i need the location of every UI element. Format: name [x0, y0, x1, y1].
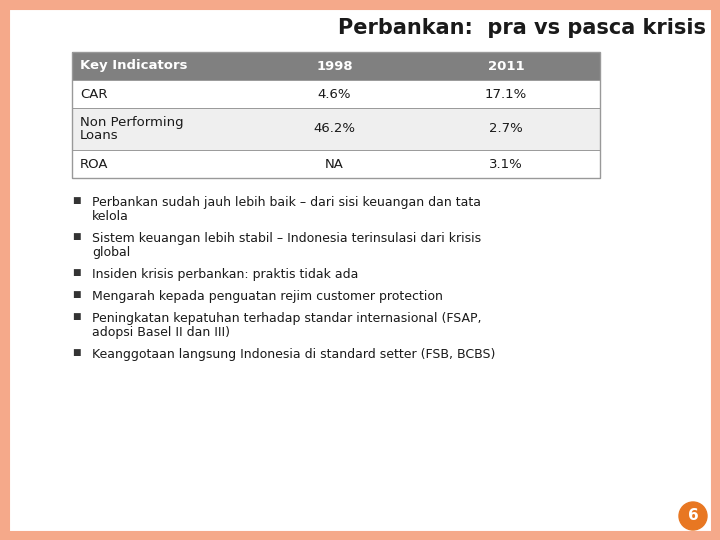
- Text: ■: ■: [72, 196, 81, 205]
- Text: 6: 6: [688, 509, 698, 523]
- Bar: [72, 150, 600, 178]
- Text: 4.6%: 4.6%: [318, 87, 351, 100]
- Text: Loans: Loans: [80, 129, 119, 142]
- Bar: [72, 108, 600, 150]
- Text: Key Indicators: Key Indicators: [80, 59, 187, 72]
- Text: global: global: [92, 246, 130, 259]
- Circle shape: [679, 502, 707, 530]
- Text: adopsi Basel II dan III): adopsi Basel II dan III): [92, 326, 230, 339]
- Text: 2011: 2011: [487, 59, 524, 72]
- Text: Mengarah kepada penguatan rejim customer protection: Mengarah kepada penguatan rejim customer…: [92, 290, 443, 303]
- Text: Perbankan sudah jauh lebih baik – dari sisi keuangan dan tata: Perbankan sudah jauh lebih baik – dari s…: [92, 196, 481, 209]
- Text: 46.2%: 46.2%: [313, 123, 356, 136]
- Text: Keanggotaan langsung Indonesia di standard setter (FSB, BCBS): Keanggotaan langsung Indonesia di standa…: [92, 348, 495, 361]
- Bar: [72, 52, 600, 80]
- Text: ■: ■: [72, 312, 81, 321]
- Bar: [72, 52, 600, 178]
- Text: Peningkatan kepatuhan terhadap standar internasional (FSAP,: Peningkatan kepatuhan terhadap standar i…: [92, 312, 482, 325]
- Text: Non Performing: Non Performing: [80, 116, 184, 129]
- Text: Perbankan:  pra vs pasca krisis: Perbankan: pra vs pasca krisis: [338, 18, 706, 38]
- Text: ■: ■: [72, 348, 81, 357]
- Text: ■: ■: [72, 232, 81, 241]
- Text: CAR: CAR: [80, 87, 107, 100]
- Text: 3.1%: 3.1%: [489, 158, 523, 171]
- Text: NA: NA: [325, 158, 344, 171]
- Text: ■: ■: [72, 268, 81, 277]
- Bar: [72, 80, 600, 108]
- Text: Insiden krisis perbankan: praktis tidak ada: Insiden krisis perbankan: praktis tidak …: [92, 268, 359, 281]
- Text: 2.7%: 2.7%: [489, 123, 523, 136]
- Text: 17.1%: 17.1%: [485, 87, 527, 100]
- Text: Sistem keuangan lebih stabil – Indonesia terinsulasi dari krisis: Sistem keuangan lebih stabil – Indonesia…: [92, 232, 481, 245]
- Text: ROA: ROA: [80, 158, 109, 171]
- Text: 1998: 1998: [316, 59, 353, 72]
- Text: kelola: kelola: [92, 210, 129, 223]
- Text: ■: ■: [72, 290, 81, 299]
